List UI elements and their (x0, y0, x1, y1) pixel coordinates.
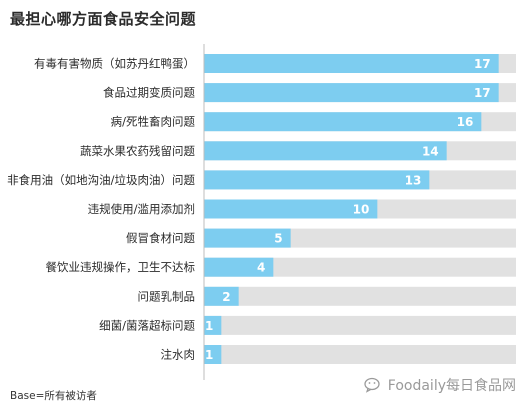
category-label: 注水肉 (161, 348, 196, 362)
value-label: 2 (222, 290, 230, 304)
bar-track (204, 257, 516, 277)
value-label: 16 (457, 115, 474, 129)
category-label: 餐饮业违规操作，卫生不达标 (46, 260, 196, 274)
bar (204, 315, 222, 335)
chart-title: 最担心哪方面食品安全问题 (10, 10, 197, 28)
category-label: 违规使用/滥用添加剂 (88, 202, 195, 216)
base-footnote: Base=所有被访者 (10, 390, 97, 402)
category-label: 假冒食材问题 (126, 231, 195, 245)
value-label: 10 (353, 203, 370, 217)
category-label: 蔬菜水果农药残留问题 (80, 144, 195, 158)
value-label: 13 (405, 173, 422, 187)
bar (204, 199, 378, 219)
bar (204, 54, 499, 73)
value-label: 14 (422, 144, 439, 158)
wechat-icon (364, 377, 380, 393)
category-label: 细菌/菌落超标问题 (99, 318, 195, 332)
watermark-text: Foodaily每日食品网 (387, 378, 516, 394)
value-label: 17 (474, 57, 491, 71)
bar-track (204, 286, 516, 306)
category-label: 食品过期变质问题 (103, 86, 195, 100)
category-label: 非食用油（如地沟油/垃圾肉油）问题 (7, 173, 195, 187)
bar-track (204, 345, 516, 364)
bar (204, 83, 499, 103)
bar (204, 345, 222, 364)
value-label: 1 (205, 319, 213, 333)
category-label: 有毒有害物质（如苏丹红鸭蛋） (34, 57, 195, 71)
bar (204, 286, 239, 306)
value-label: 1 (205, 348, 213, 362)
value-label: 5 (274, 232, 282, 246)
bar (204, 228, 291, 248)
category-label: 病/死牲畜肉问题 (111, 115, 196, 129)
bar (204, 170, 430, 190)
watermark: Foodaily每日食品网 (364, 375, 516, 395)
bar (204, 257, 274, 277)
value-label: 17 (474, 86, 491, 100)
bar (204, 112, 482, 132)
category-label: 问题乳制品 (138, 289, 196, 303)
bar (204, 141, 447, 161)
value-label: 4 (257, 261, 265, 275)
bar-track (204, 315, 516, 335)
